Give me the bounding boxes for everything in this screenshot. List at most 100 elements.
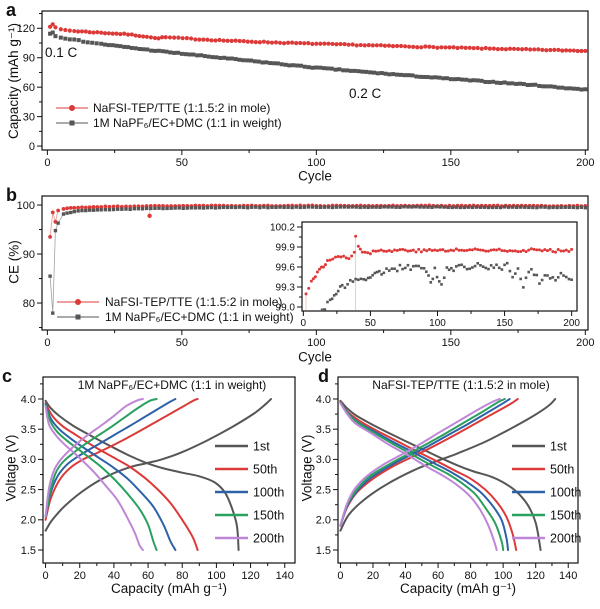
svg-text:40: 40: [108, 570, 120, 582]
plot-area: [339, 398, 557, 551]
svg-text:30: 30: [23, 111, 35, 123]
series-0: [47, 22, 588, 54]
svg-text:90: 90: [23, 249, 35, 261]
panel-b-y-axis-label: CE (%): [6, 240, 22, 284]
panel-c-letter: c: [2, 366, 13, 386]
panel-d-x-axis-label: Capacity (mAh g⁻¹): [400, 581, 516, 596]
svg-text:80: 80: [23, 298, 35, 310]
cycle-curves-100th: [44, 398, 177, 551]
svg-text:0: 0: [43, 570, 49, 582]
svg-text:99.0: 99.0: [276, 303, 296, 314]
legend-label: 100th: [253, 486, 284, 500]
svg-text:140: 140: [559, 570, 577, 582]
svg-text:150: 150: [442, 337, 460, 349]
plot-frame: [42, 376, 296, 564]
svg-text:99.9: 99.9: [276, 243, 296, 254]
panel-c-x-axis-label: Capacity (mAh g⁻¹): [111, 581, 227, 596]
rate-annotation-01c: 0.1 C: [45, 45, 78, 60]
series-1: [48, 205, 588, 315]
series-1: [320, 261, 573, 312]
svg-text:100: 100: [307, 337, 325, 349]
panel-a-chart: 0 50 100 150 200 0 30 60 90 120 NaFSI-TEP/TTE (1:1…: [17, 10, 594, 169]
svg-text:50: 50: [176, 337, 188, 349]
svg-text:200: 200: [576, 337, 594, 349]
legend-label: 150th: [253, 509, 284, 523]
legend-label: 100th: [550, 486, 581, 500]
svg-text:1.5: 1.5: [316, 545, 331, 557]
axis-ticks: 0 20 40 60 80 100 120 140 1.5 2.0 2.5 3.0 3.5 4.0: [316, 383, 577, 582]
series-0: [304, 234, 574, 311]
rate-annotation-02c: 0.2 C: [349, 86, 382, 101]
svg-text:0: 0: [44, 157, 50, 169]
panels-cd-chart: 0 20 40 60 80 100 120 140 1.5 2.0 2.5 3.0 3.5 4.0 1st 5…: [21, 376, 581, 582]
svg-text:100: 100: [494, 570, 512, 582]
cycle-curves-150th: [44, 398, 158, 551]
svg-text:20: 20: [367, 570, 379, 582]
svg-text:100: 100: [429, 318, 446, 329]
panel-b-chart: 0 50 100 150 200 80 90 100 NaFSI-TEP/TTE (1:1.5:…: [17, 195, 594, 349]
legend-label: 1st: [550, 440, 567, 454]
plot-frame: [41, 10, 589, 151]
legend: 1st 50th 100th 150th 200th: [512, 440, 581, 546]
cycle-curves-1st: [44, 398, 273, 551]
legend: NaFSI-TEP/TTE (1:1.5:2 in mole)1M NaPF₆/…: [56, 101, 282, 130]
svg-text:120: 120: [241, 570, 259, 582]
plot-frame: [301, 221, 578, 312]
plot-area: [44, 398, 273, 551]
svg-text:0: 0: [44, 337, 50, 349]
plot-area: [47, 22, 588, 92]
svg-text:4.0: 4.0: [316, 394, 331, 406]
svg-text:100: 100: [307, 157, 325, 169]
axis-ticks: 0 50 100 150 200 0 30 60 90 120: [17, 13, 594, 169]
svg-text:3.5: 3.5: [21, 424, 36, 436]
cycle-curves-150th: [339, 398, 506, 551]
svg-text:60: 60: [23, 82, 35, 94]
panel-d-title: NaFSI-TEP/TTE (1:1.5:2 in mole): [372, 378, 550, 392]
panel-c-title: 1M NaPF₆/EC+DMC (1:1 in weight): [77, 378, 267, 392]
legend: 1st 50th 100th 150th 200th: [215, 440, 284, 546]
svg-text:20: 20: [74, 570, 86, 582]
svg-text:200: 200: [563, 318, 580, 329]
legend-label: NaFSI-TEP/TTE (1:1.5:2 in mole): [93, 101, 270, 115]
panel-d-letter: d: [318, 366, 329, 386]
panel-b-letter: b: [6, 185, 17, 205]
svg-text:200: 200: [576, 157, 594, 169]
svg-text:120: 120: [527, 570, 545, 582]
svg-text:4.0: 4.0: [21, 394, 36, 406]
panel-b-x-axis-label: Cycle: [298, 349, 332, 365]
svg-text:99.3: 99.3: [276, 283, 296, 294]
cycle-curves-1st: [339, 398, 557, 551]
svg-text:140: 140: [276, 570, 294, 582]
svg-text:80: 80: [176, 570, 188, 582]
cycle-curves-200th: [339, 398, 501, 551]
legend-label: 200th: [550, 532, 581, 546]
plot-frame: [41, 195, 589, 331]
svg-text:2.5: 2.5: [316, 484, 331, 496]
svg-text:3.5: 3.5: [316, 424, 331, 436]
legend-label: 1M NaPF₆/EC+DMC (1:1 in weight): [93, 116, 282, 130]
legend-label: 200th: [253, 532, 284, 546]
svg-text:80: 80: [464, 570, 476, 582]
svg-text:150: 150: [496, 318, 513, 329]
svg-text:0: 0: [337, 570, 343, 582]
svg-text:99.6: 99.6: [276, 263, 296, 274]
panel-a-y-axis-label: Capacity (mAh g⁻¹): [6, 23, 21, 139]
svg-text:50: 50: [176, 157, 188, 169]
panel-d-y-axis-label: Voltage (V): [299, 434, 315, 502]
svg-text:0: 0: [301, 318, 307, 329]
cycle-curves-50th: [44, 398, 199, 551]
legend-label: 50th: [550, 463, 574, 477]
svg-text:100: 100: [17, 200, 35, 212]
legend-label: 1M NaPF₆/EC+DMC (1:1 in weight): [105, 310, 294, 324]
plot-area: [48, 203, 588, 315]
panel-a-letter: a: [6, 0, 17, 20]
svg-text:90: 90: [23, 53, 35, 65]
legend-label: 50th: [253, 463, 277, 477]
svg-text:1.5: 1.5: [21, 545, 36, 557]
panel-c-y-axis-label: Voltage (V): [3, 434, 19, 502]
svg-text:40: 40: [399, 570, 411, 582]
legend-label: 150th: [550, 509, 581, 523]
svg-text:3.0: 3.0: [21, 454, 36, 466]
svg-text:2.0: 2.0: [21, 515, 36, 527]
